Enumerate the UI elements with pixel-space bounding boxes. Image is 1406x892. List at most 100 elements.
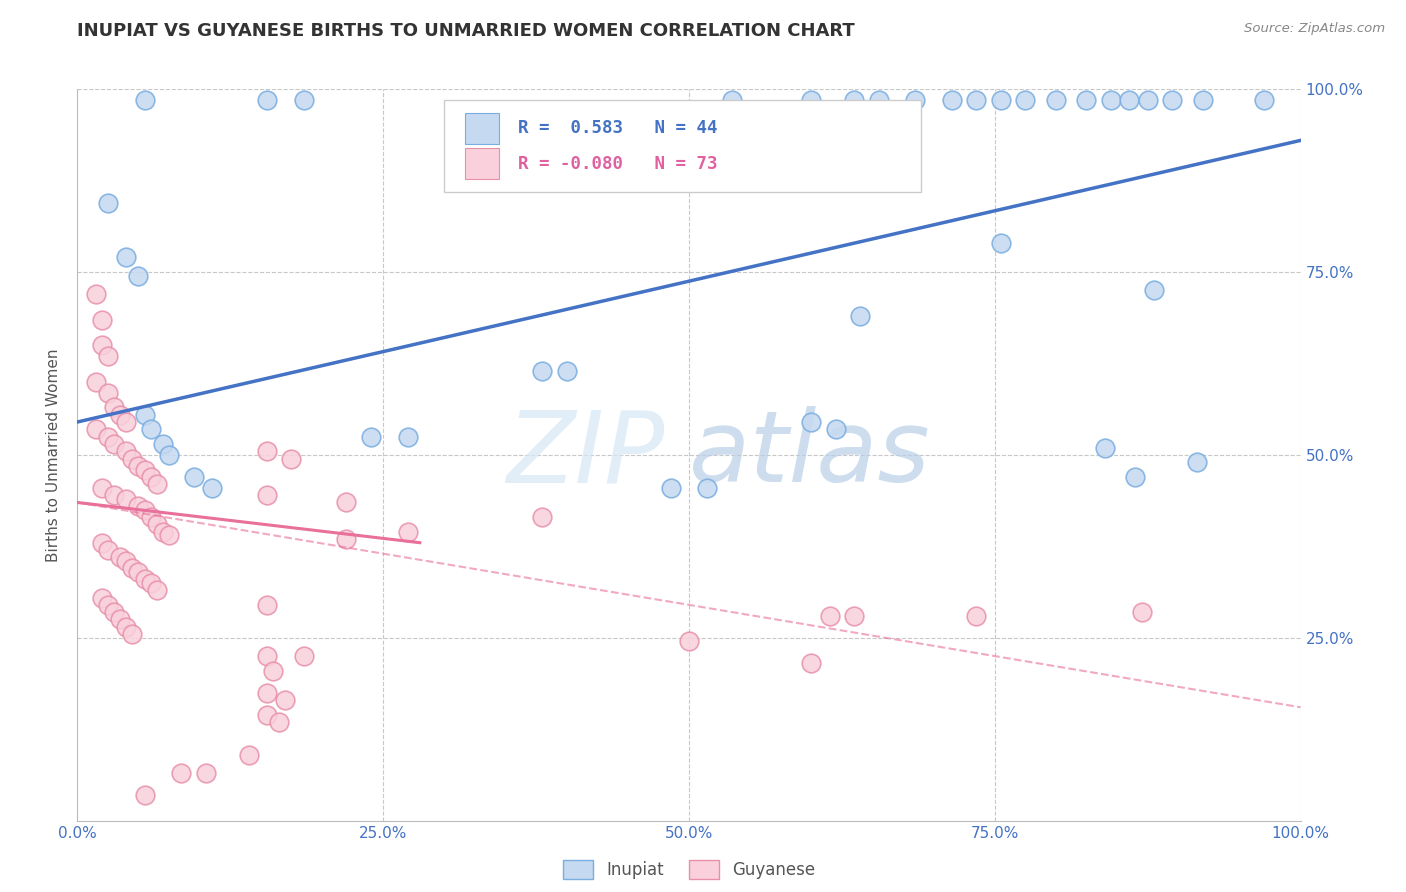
Bar bbox=[465, 148, 499, 179]
Text: R = -0.080   N = 73: R = -0.080 N = 73 bbox=[517, 155, 717, 173]
Point bbox=[990, 235, 1012, 250]
Point bbox=[134, 408, 156, 422]
Point bbox=[849, 309, 872, 323]
Point bbox=[194, 766, 217, 780]
Point bbox=[1076, 93, 1098, 107]
Point bbox=[800, 415, 823, 429]
Point bbox=[256, 598, 278, 612]
Y-axis label: Births to Unmarried Women: Births to Unmarried Women bbox=[46, 348, 62, 562]
Point bbox=[90, 312, 112, 326]
Point bbox=[965, 93, 987, 107]
Point bbox=[115, 554, 138, 568]
Point bbox=[201, 481, 224, 495]
Point bbox=[115, 620, 138, 634]
Point bbox=[134, 503, 156, 517]
Point bbox=[1118, 93, 1140, 107]
Point bbox=[696, 481, 718, 495]
Point bbox=[678, 634, 700, 648]
Point bbox=[97, 430, 120, 444]
Point bbox=[183, 470, 205, 484]
Bar bbox=[465, 113, 499, 144]
Point bbox=[531, 510, 554, 524]
Point bbox=[1136, 93, 1159, 107]
Point bbox=[170, 766, 193, 780]
Point bbox=[108, 550, 131, 565]
Point bbox=[800, 657, 823, 671]
Point bbox=[115, 251, 138, 265]
Point bbox=[256, 93, 278, 107]
Point bbox=[139, 470, 162, 484]
Point bbox=[269, 714, 291, 729]
Point bbox=[256, 488, 278, 502]
Point bbox=[256, 686, 278, 700]
Point bbox=[335, 495, 357, 509]
Point bbox=[842, 608, 865, 623]
Point bbox=[97, 385, 120, 400]
Point bbox=[134, 788, 156, 802]
Point bbox=[146, 477, 169, 491]
Point bbox=[868, 93, 890, 107]
Point bbox=[1014, 93, 1036, 107]
Point bbox=[84, 422, 107, 436]
Point bbox=[360, 430, 382, 444]
Point bbox=[1143, 284, 1166, 298]
Point bbox=[146, 517, 169, 532]
Point bbox=[1125, 470, 1147, 484]
Point bbox=[256, 649, 278, 664]
Point bbox=[97, 598, 120, 612]
Point bbox=[990, 93, 1012, 107]
Point bbox=[555, 364, 578, 378]
Point bbox=[108, 408, 131, 422]
Point bbox=[139, 510, 162, 524]
Point bbox=[134, 462, 156, 476]
Text: INUPIAT VS GUYANESE BIRTHS TO UNMARRIED WOMEN CORRELATION CHART: INUPIAT VS GUYANESE BIRTHS TO UNMARRIED … bbox=[77, 22, 855, 40]
Point bbox=[818, 608, 841, 623]
Point bbox=[121, 627, 143, 641]
Point bbox=[139, 422, 162, 436]
Point bbox=[157, 528, 180, 542]
Point bbox=[1045, 93, 1067, 107]
Point bbox=[103, 488, 125, 502]
Point bbox=[115, 491, 138, 506]
Point bbox=[90, 591, 112, 605]
Point bbox=[157, 448, 180, 462]
Point bbox=[121, 451, 143, 466]
Point bbox=[115, 444, 138, 458]
Point bbox=[965, 608, 987, 623]
Point bbox=[90, 481, 112, 495]
Point bbox=[90, 338, 112, 352]
Point bbox=[1191, 93, 1213, 107]
Point bbox=[103, 605, 125, 619]
Point bbox=[97, 195, 120, 210]
Point bbox=[842, 93, 865, 107]
Point bbox=[152, 437, 174, 451]
FancyBboxPatch shape bbox=[444, 100, 921, 192]
Point bbox=[1130, 605, 1153, 619]
Point bbox=[103, 401, 125, 415]
Point bbox=[824, 422, 846, 436]
Point bbox=[1094, 441, 1116, 455]
Point bbox=[1161, 93, 1184, 107]
Point bbox=[108, 613, 131, 627]
Point bbox=[103, 437, 125, 451]
Point bbox=[396, 524, 419, 539]
Point bbox=[941, 93, 963, 107]
Text: R =  0.583   N = 44: R = 0.583 N = 44 bbox=[517, 119, 717, 137]
Point bbox=[97, 543, 120, 558]
Point bbox=[146, 583, 169, 598]
Point bbox=[262, 664, 284, 678]
Point bbox=[292, 93, 315, 107]
Point bbox=[292, 649, 315, 664]
Point bbox=[128, 499, 150, 513]
Point bbox=[1253, 93, 1275, 107]
Point bbox=[256, 444, 278, 458]
Point bbox=[128, 565, 150, 579]
Point bbox=[1099, 93, 1122, 107]
Point bbox=[90, 535, 112, 549]
Text: ZIP: ZIP bbox=[506, 407, 665, 503]
Point bbox=[904, 93, 927, 107]
Point bbox=[1185, 455, 1208, 469]
Text: atlas: atlas bbox=[689, 407, 931, 503]
Point bbox=[121, 561, 143, 575]
Point bbox=[531, 364, 554, 378]
